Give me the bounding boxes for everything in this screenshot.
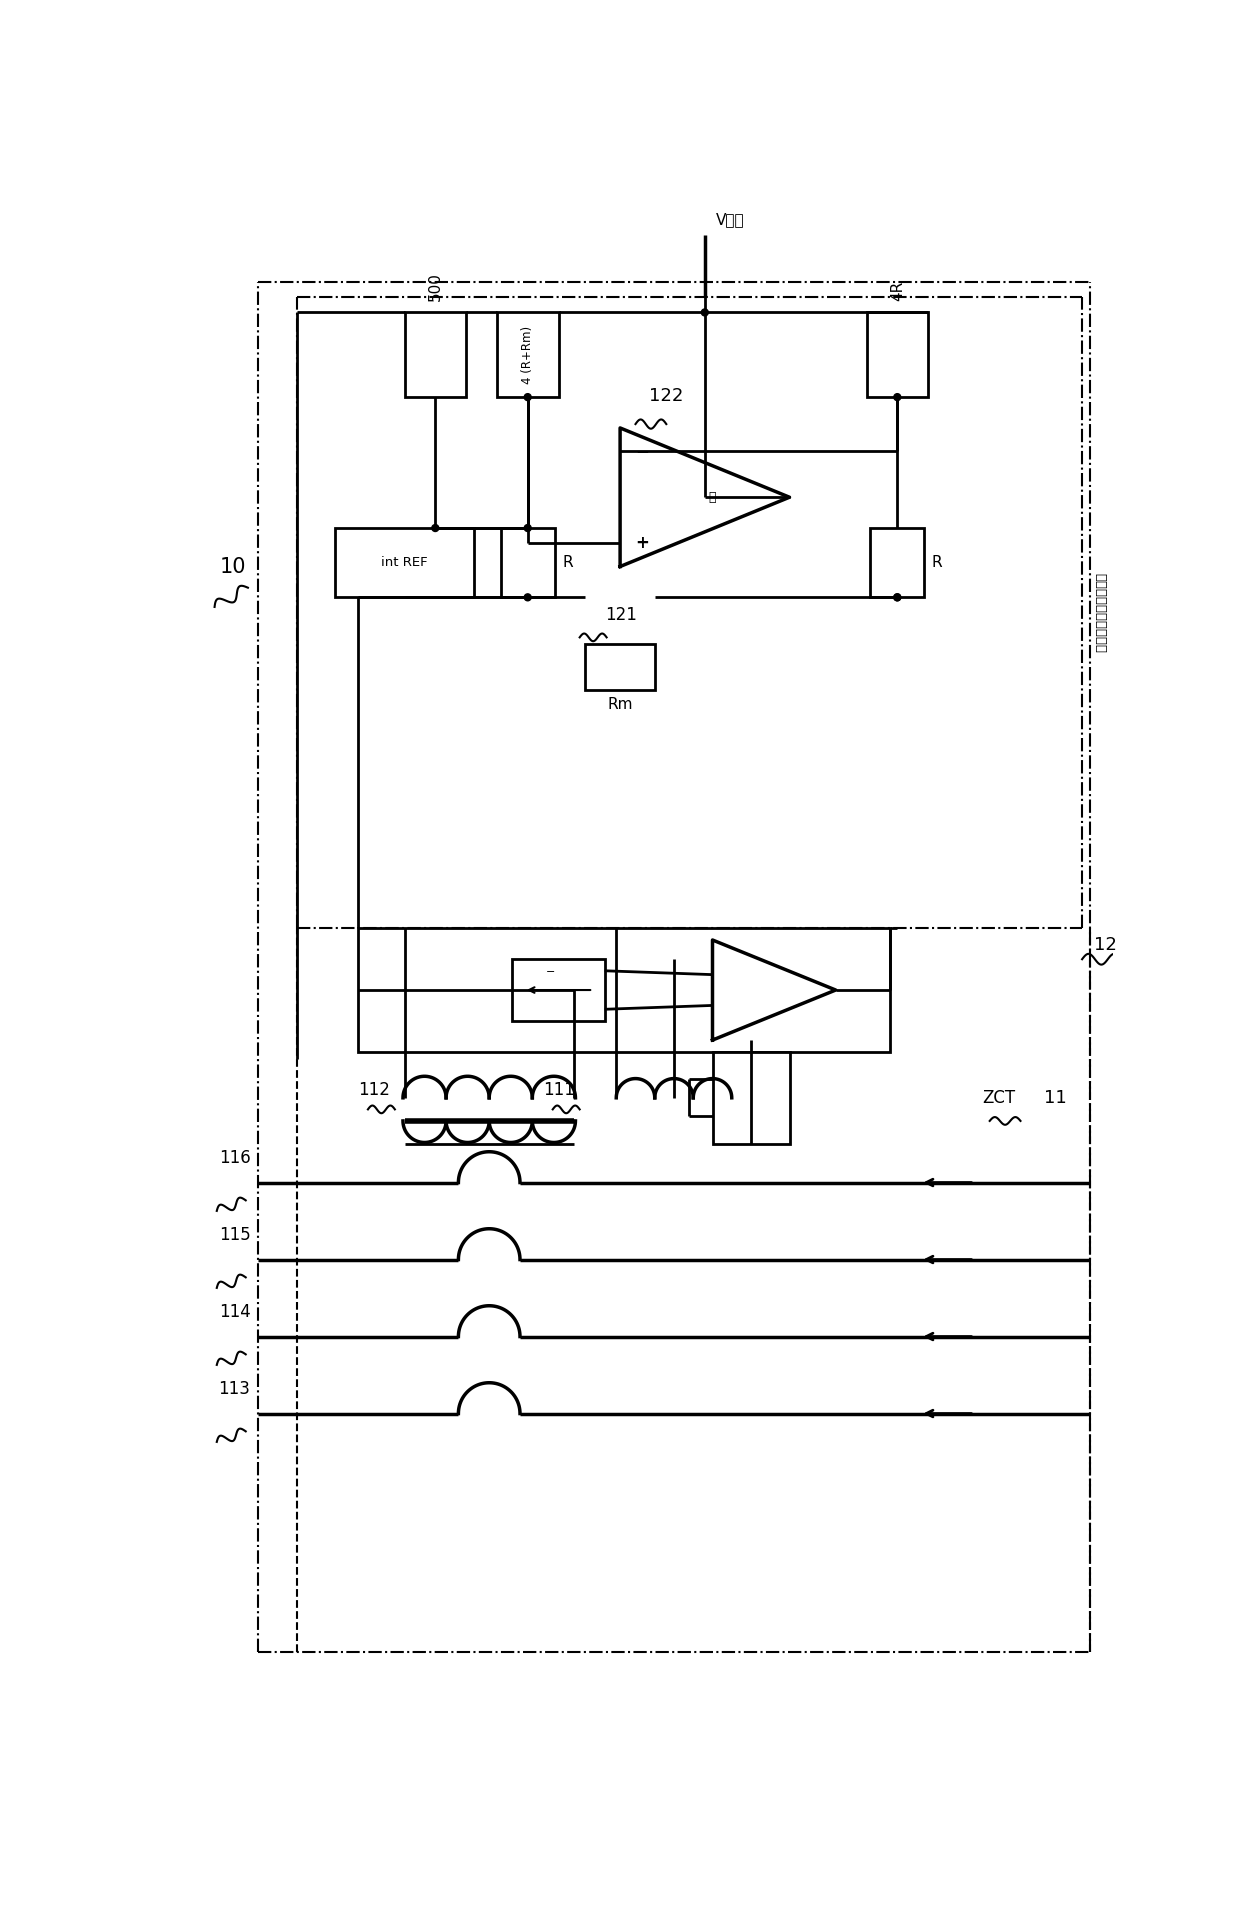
Text: 12: 12 xyxy=(1094,935,1116,955)
Text: 接地故障电流检湋电路: 接地故障电流检湋电路 xyxy=(1094,573,1106,652)
Bar xyxy=(497,312,558,397)
Text: 113: 113 xyxy=(218,1380,250,1397)
Circle shape xyxy=(894,393,900,401)
Text: −: − xyxy=(635,443,650,460)
Text: 114: 114 xyxy=(218,1304,250,1321)
Bar xyxy=(358,928,889,1052)
Text: 4 (R+Rm): 4 (R+Rm) xyxy=(521,326,534,383)
Text: Rm: Rm xyxy=(608,698,632,713)
Bar xyxy=(867,312,928,397)
Text: int REF: int REF xyxy=(381,556,428,569)
Circle shape xyxy=(702,309,708,316)
Circle shape xyxy=(432,525,439,531)
Text: 121: 121 xyxy=(605,606,636,625)
Bar xyxy=(713,1052,790,1144)
Text: +: + xyxy=(635,535,650,552)
Bar xyxy=(335,527,474,598)
Bar xyxy=(585,644,655,690)
Text: 500: 500 xyxy=(428,272,443,301)
Text: 出: 出 xyxy=(709,491,717,504)
Text: R: R xyxy=(563,556,573,569)
Text: 116: 116 xyxy=(218,1148,250,1167)
Bar xyxy=(404,312,466,397)
Bar xyxy=(870,527,924,598)
Text: 10: 10 xyxy=(219,556,247,577)
Text: −: − xyxy=(546,966,556,978)
Circle shape xyxy=(525,594,531,600)
Text: 111: 111 xyxy=(543,1081,575,1098)
Circle shape xyxy=(525,525,531,531)
Text: 112: 112 xyxy=(358,1081,391,1098)
Circle shape xyxy=(894,594,900,600)
Text: ZCT: ZCT xyxy=(982,1089,1016,1106)
Text: V输出: V输出 xyxy=(717,213,745,228)
Bar xyxy=(501,527,554,598)
Text: 11: 11 xyxy=(1044,1089,1066,1106)
Text: 122: 122 xyxy=(649,387,683,404)
Text: 115: 115 xyxy=(218,1227,250,1244)
Circle shape xyxy=(894,594,900,600)
Bar xyxy=(512,958,605,1022)
Text: R: R xyxy=(932,556,942,569)
Text: 4R: 4R xyxy=(890,280,905,301)
Circle shape xyxy=(525,393,531,401)
